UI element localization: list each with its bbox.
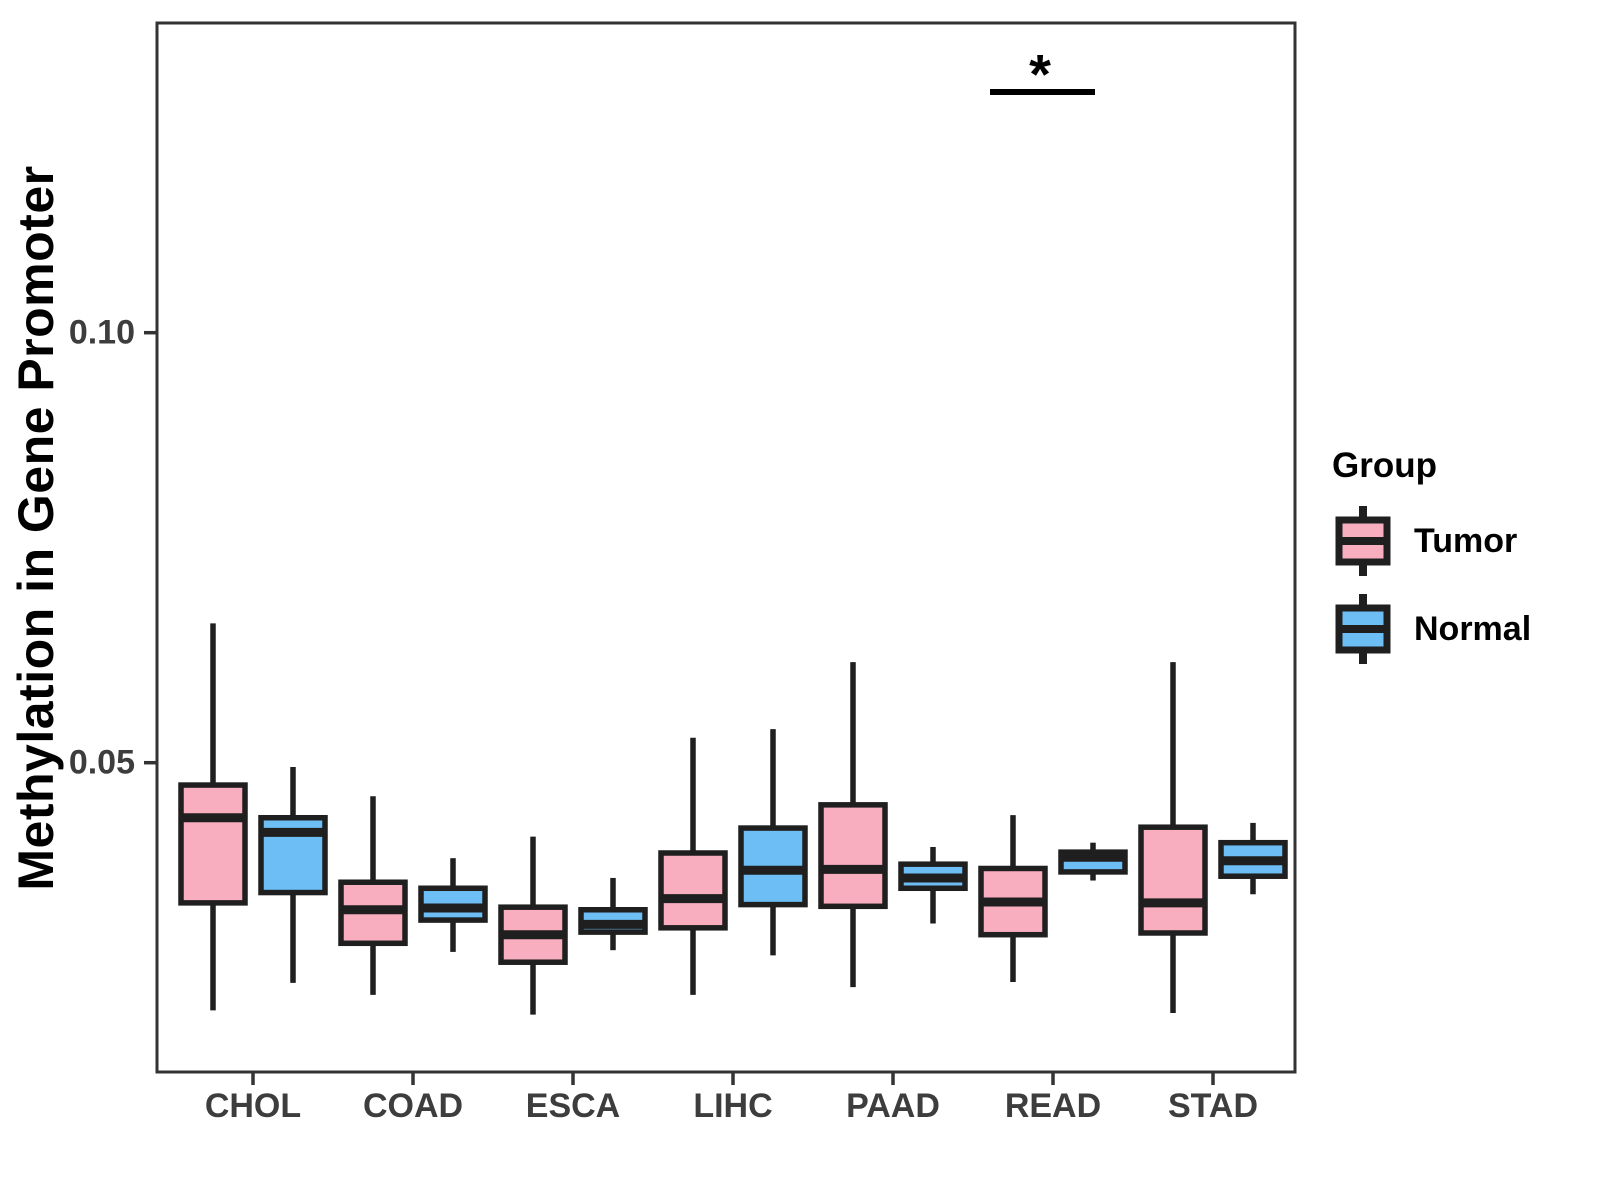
iqr-box	[818, 802, 888, 910]
box-tumor-paad	[818, 662, 888, 988]
box-normal-stad	[1218, 822, 1288, 895]
legend-key-normal-icon	[1335, 594, 1391, 664]
legend-title: Group	[1332, 446, 1437, 485]
legend: Group Tumor Normal	[1332, 446, 1531, 668]
box-tumor-chol	[178, 623, 248, 1011]
box-normal-paad	[898, 846, 968, 924]
box-tumor-coad	[338, 796, 408, 995]
legend-label-tumor: Tumor	[1414, 521, 1518, 560]
box-tumor-read	[978, 815, 1048, 982]
box-normal-chol	[258, 767, 328, 983]
x-tick-label-chol: CHOL	[205, 1087, 301, 1125]
legend-key-tumor-icon	[1335, 506, 1391, 576]
y-axis-title: Methylation in Gene Promoter	[8, 165, 64, 891]
box-normal-lihc	[738, 729, 808, 956]
x-tick-label-lihc: LIHC	[693, 1087, 772, 1125]
y-tick-label: 0.10	[69, 314, 135, 352]
box-tumor-stad	[1138, 662, 1208, 1013]
legend-entry-tumor: Tumor	[1332, 502, 1531, 580]
box-tumor-esca	[498, 836, 568, 1015]
x-tick-label-stad: STAD	[1168, 1087, 1258, 1125]
box-normal-read	[1058, 842, 1128, 881]
box-normal-esca	[578, 877, 648, 951]
legend-label-normal: Normal	[1414, 609, 1532, 648]
significance-star: *	[1029, 43, 1051, 106]
x-tick-label-paad: PAAD	[846, 1087, 940, 1125]
legend-entry-normal: Normal	[1332, 590, 1531, 668]
iqr-box	[658, 850, 728, 931]
iqr-box	[178, 782, 248, 906]
y-tick-label: 0.05	[69, 744, 135, 782]
panel-border	[155, 21, 1297, 1074]
x-tick-label-coad: COAD	[363, 1087, 463, 1125]
box-tumor-lihc	[658, 737, 728, 995]
box-normal-coad	[418, 858, 488, 952]
x-tick-label-esca: ESCA	[526, 1087, 620, 1125]
iqr-box	[1138, 824, 1208, 936]
x-tick-label-read: READ	[1005, 1087, 1101, 1125]
